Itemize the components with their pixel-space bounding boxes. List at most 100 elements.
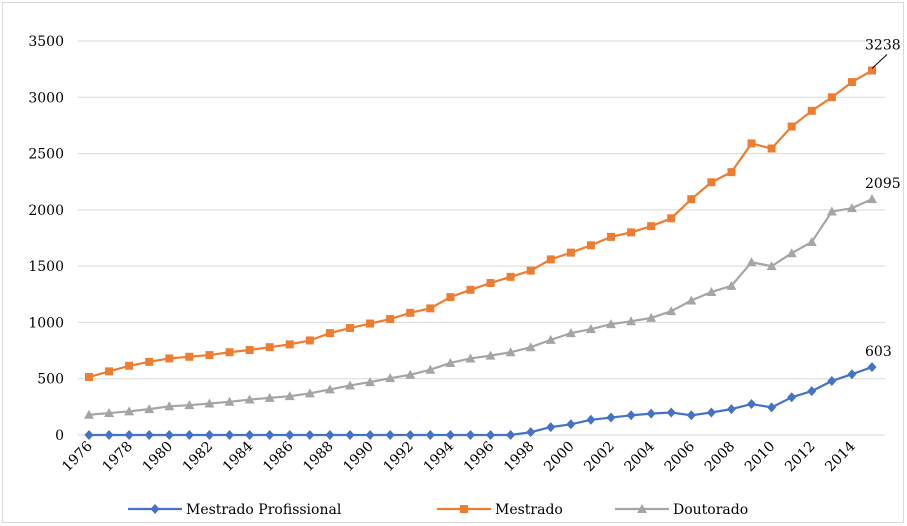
data-label-mestrado: 3238 [865,37,901,53]
point-mestrado-2002 [607,232,615,241]
point-mestrado-profissional-1998 [526,427,536,438]
legend-item-doutorado: Doutorado [615,502,748,518]
point-doutorado-1994 [445,357,456,367]
point-doutorado-1993 [425,364,436,374]
line-doutorado [88,198,873,416]
point-doutorado-1997 [505,347,516,357]
point-mestrado-2009 [747,139,756,148]
point-mestrado-profissional-2000 [566,419,576,430]
point-mestrado-profissional-1983 [225,430,235,440]
x-tick-label-2008: 2008 [702,439,739,476]
series-mestrado [85,66,876,382]
y-tick-label-1000: 1000 [28,315,64,331]
x-tick-label-1984: 1984 [220,438,257,475]
point-mestrado-1996 [486,279,495,288]
legend-label-mestrado-profissional: Mestrado Profissional [186,502,342,518]
point-doutorado-2009 [746,257,757,267]
x-tick-label-2000: 2000 [541,439,578,476]
point-doutorado-2002 [606,319,616,329]
point-mestrado-profissional-2004 [646,408,656,419]
x-tick-label-1992: 1992 [381,439,418,476]
x-tick-label-1986: 1986 [260,438,297,475]
point-mestrado-2004 [647,222,656,231]
data-label-doutorado: 2095 [865,176,901,192]
point-mestrado-2014 [847,78,856,87]
point-mestrado-1988 [325,329,334,338]
point-mestrado-1985 [265,343,274,352]
legend-label-doutorado: Doutorado [673,502,748,518]
point-mestrado-1997 [506,272,515,281]
point-doutorado-2003 [626,316,637,326]
point-mestrado-profissional-2005 [666,407,676,418]
point-doutorado-1999 [545,334,556,344]
point-mestrado-profissional-2006 [686,410,696,421]
point-doutorado-1995 [465,353,476,363]
point-mestrado-2005 [667,214,676,223]
point-doutorado-1985 [264,392,275,402]
point-mestrado-1977 [105,367,114,376]
legend-item-mestrado: Mestrado [437,502,563,518]
point-mestrado-1982 [205,351,214,360]
point-doutorado-2005 [666,306,677,316]
x-tick-label-2006: 2006 [662,438,699,475]
x-tick-label-1994: 1994 [421,438,458,475]
point-doutorado-1988 [324,384,335,394]
point-doutorado-2014 [846,203,857,213]
point-doutorado-2006 [686,295,697,305]
point-mestrado-1993 [426,304,435,313]
point-mestrado-2012 [807,106,816,115]
legend-item-mestrado-profissional: Mestrado Profissional [128,502,342,518]
point-mestrado-1989 [346,324,354,333]
point-mestrado-1986 [285,340,294,349]
y-tick-label-3000: 3000 [28,90,64,106]
x-tick-label-1976: 1976 [59,438,96,475]
point-mestrado-profissional-1980 [164,430,174,440]
point-doutorado-1987 [304,388,315,398]
point-mestrado-2003 [627,228,636,237]
point-mestrado-1984 [245,346,254,355]
point-mestrado-1983 [225,348,234,357]
line-mestrado-profissional [89,366,873,437]
point-mestrado-1978 [125,361,134,370]
x-tick-label-1980: 1980 [140,439,177,476]
x-tick-label-1982: 1982 [180,439,217,476]
x-tick-label-2010: 2010 [742,439,779,476]
point-mestrado-profissional-1988 [325,430,335,440]
x-tick-label-1988: 1988 [300,439,337,476]
x-axis-ticks: 1976 1978 1980 1982 1984 1986 1988 1990 1992 1994… [59,438,858,475]
x-tick-label-1990: 1990 [340,439,377,476]
point-mestrado-1994 [446,293,455,302]
point-mestrado-2015 [868,66,876,75]
y-tick-label-500: 500 [37,372,64,388]
point-mestrado-profissional-1982 [204,430,214,440]
point-doutorado-1981 [184,400,195,410]
x-tick-label-2004: 2004 [621,438,658,475]
point-mestrado-2007 [707,178,716,187]
point-doutorado-2001 [585,324,596,334]
point-mestrado-2000 [566,248,575,257]
point-doutorado-1979 [144,404,155,414]
point-mestrado-1980 [165,354,174,363]
point-mestrado-profissional-1992 [405,430,415,440]
line-mestrado [88,69,873,379]
legend-marker-mestrado [460,505,468,513]
point-mestrado-profissional-2011 [787,392,797,403]
leader-line-mestrado [871,54,888,69]
legend-marker-mestrado-profissional [150,504,160,514]
data-label-mestrado-profissional: 603 [865,344,892,360]
point-mestrado-1991 [386,315,395,324]
point-doutorado-1980 [164,401,175,411]
point-doutorado-2015 [867,194,877,204]
point-doutorado-2007 [706,287,717,297]
x-tick-label-2014: 2014 [822,438,859,475]
point-doutorado-2008 [726,280,737,290]
point-mestrado-1987 [305,336,314,345]
point-mestrado-profissional-1989 [345,430,355,440]
point-mestrado-profissional-2001 [586,414,596,425]
point-mestrado-1998 [526,266,535,275]
point-doutorado-1996 [485,350,496,360]
x-tick-label-1998: 1998 [501,439,538,476]
point-doutorado-2013 [826,206,837,216]
point-mestrado-profissional-1990 [365,430,375,440]
